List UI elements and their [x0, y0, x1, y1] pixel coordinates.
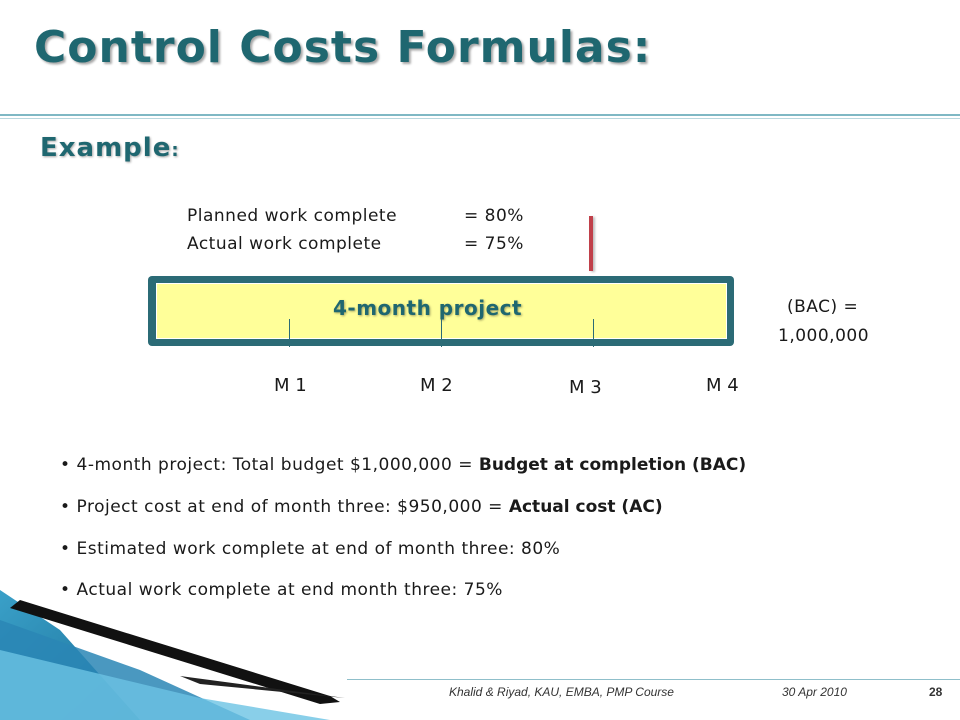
footer-date: 30 Apr 2010: [782, 685, 847, 699]
page-number: 28: [929, 685, 943, 699]
planned-work-value: = 80%: [464, 206, 524, 226]
slide-title: Control Costs Formulas:: [34, 22, 652, 73]
month-label-2: M 2: [420, 375, 453, 396]
bullet-dot-icon: •: [60, 497, 71, 517]
subtitle-text: Example: [40, 133, 172, 163]
status-date-marker: [589, 216, 593, 271]
month-tick-1: [289, 319, 290, 347]
bullet-dot-icon: •: [60, 580, 71, 600]
footer-divider: [347, 679, 960, 680]
actual-work-value: = 75%: [464, 234, 524, 254]
title-divider: [0, 114, 960, 116]
bac-label: (BAC) =: [787, 297, 859, 317]
bullet-item: • Actual work complete at end month three…: [60, 580, 503, 600]
subtitle-colon: :: [171, 140, 180, 161]
actual-work-label: Actual work complete: [187, 234, 382, 254]
title-divider-thin: [0, 118, 960, 119]
month-label-1: M 1: [274, 375, 307, 396]
project-bar-label: 4-month project: [333, 296, 523, 320]
bullet-item: • Project cost at end of month three: $95…: [60, 497, 663, 517]
month-tick-2: [441, 319, 442, 347]
bac-value: 1,000,000: [778, 326, 870, 346]
slide-subtitle: Example:: [40, 133, 180, 163]
bullet-text: Estimated work complete at end of month …: [76, 539, 561, 559]
month-tick-3: [593, 319, 594, 347]
planned-work-label: Planned work complete: [187, 206, 398, 226]
bullet-bold-text: Budget at completion (BAC): [478, 455, 747, 475]
corner-decoration: [0, 590, 345, 720]
bullet-text: 4-month project: Total budget $1,000,000…: [76, 455, 479, 475]
bullet-bold-text: Actual cost (AC): [508, 497, 663, 517]
bullet-item: • Estimated work complete at end of month…: [60, 539, 560, 559]
bullet-text: Project cost at end of month three: $950…: [76, 497, 509, 517]
bullet-dot-icon: •: [60, 455, 71, 475]
bullet-item: • 4-month project: Total budget $1,000,00…: [60, 455, 746, 475]
month-label-4: M 4: [706, 375, 739, 396]
bullet-dot-icon: •: [60, 539, 71, 559]
footer-authors: Khalid & Riyad, KAU, EMBA, PMP Course: [449, 685, 674, 699]
month-label-3: M 3: [569, 377, 602, 398]
bullet-text: Actual work complete at end month three:…: [76, 580, 503, 600]
